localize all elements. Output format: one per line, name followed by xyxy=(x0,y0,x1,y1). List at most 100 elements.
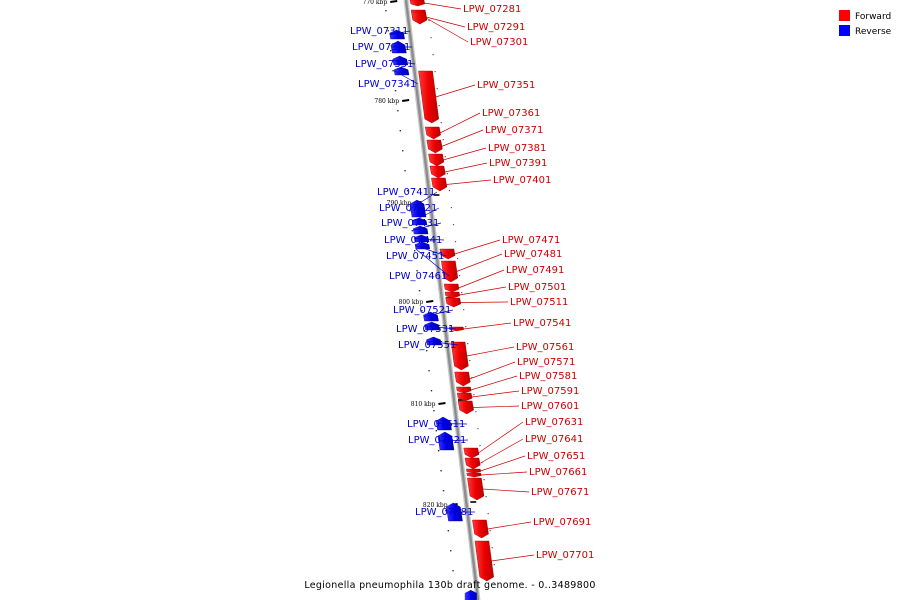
minor-tick xyxy=(459,275,461,277)
gene-label-connector xyxy=(479,438,524,464)
gene-feature-forward xyxy=(448,326,464,332)
minor-tick xyxy=(421,310,423,312)
gene-label-connector xyxy=(478,421,524,454)
gene-label-connector xyxy=(480,471,528,476)
gene-label-connector xyxy=(425,17,469,43)
gene-label-connector xyxy=(446,179,492,185)
gene-feature-reverse xyxy=(392,55,409,66)
gene-feature-forward xyxy=(411,11,428,25)
gene-feature-forward xyxy=(466,468,481,474)
minor-tick xyxy=(406,190,409,192)
gene-label: LPW_07491 xyxy=(506,265,564,276)
gene-feature-reverse xyxy=(412,225,429,235)
minor-tick xyxy=(392,70,394,72)
gene-label: LPW_07451 xyxy=(386,251,444,262)
minor-tick xyxy=(387,30,389,32)
minor-tick xyxy=(463,309,465,311)
gene-feature-reverse xyxy=(414,241,431,250)
gene-label-connector xyxy=(390,30,411,35)
gene-label-connector xyxy=(459,286,507,296)
minor-tick xyxy=(404,170,406,172)
minor-tick xyxy=(450,207,453,209)
minor-tick xyxy=(456,258,459,260)
minor-tick xyxy=(477,428,479,430)
gene-label-connector xyxy=(415,245,447,257)
minor-tick xyxy=(471,377,473,379)
gene-label: LPW_07631 xyxy=(525,417,583,428)
minor-tick xyxy=(442,139,444,141)
scale-tick-label: 780 kbp xyxy=(374,98,399,105)
gene-label-connector xyxy=(472,405,520,408)
gene-feature-forward xyxy=(409,0,425,7)
minor-tick xyxy=(411,230,413,232)
minor-tick xyxy=(428,370,430,372)
gene-label-connector xyxy=(487,521,532,530)
gene-feature-reverse xyxy=(464,590,477,600)
gene-feature-forward xyxy=(445,297,462,308)
minor-tick xyxy=(385,10,387,12)
minor-tick xyxy=(430,390,433,392)
gene-label: LPW_07401 xyxy=(493,175,551,186)
gene-label: LPW_07701 xyxy=(536,550,594,561)
gene-label: LPW_07681 xyxy=(415,507,473,518)
gene-label: LPW_07691 xyxy=(533,517,591,528)
gene-feature-forward xyxy=(456,392,473,402)
scale-tick-label: 790 kbp xyxy=(387,200,412,207)
legend-swatch-forward xyxy=(839,10,850,21)
gene-labels: LPW_07281 LPW_07291 LPW_07301 LPW_07311 LPW_… xyxy=(350,2,594,562)
minor-tick xyxy=(473,394,475,396)
minor-tick xyxy=(444,156,446,158)
gene-feature-forward xyxy=(425,126,441,140)
gene-label: LPW_07501 xyxy=(508,282,566,293)
gene-feature-forward xyxy=(474,540,494,582)
legend-label-reverse: Reverse xyxy=(855,27,892,37)
minor-tick xyxy=(440,470,442,472)
minor-tick xyxy=(438,105,440,107)
minor-tick xyxy=(438,450,440,452)
minor-tick xyxy=(461,292,463,294)
gene-label-connector xyxy=(454,239,501,255)
gene-label: LPW_07481 xyxy=(504,249,562,260)
gene-label-connector xyxy=(425,325,457,330)
scale-tick-label: 800 kbp xyxy=(399,299,424,306)
minor-tick xyxy=(434,71,436,73)
minor-tick xyxy=(428,20,430,22)
gene-label-connector xyxy=(471,390,520,398)
gene-label-connector xyxy=(439,112,481,134)
gene-label: LPW_07551 xyxy=(398,340,456,351)
gene-label-connector xyxy=(470,375,518,391)
genome-caption: Legionella pneumophila 130b draft genome… xyxy=(304,580,595,591)
gene-label: LPW_07381 xyxy=(488,143,546,154)
legend-swatch-reverse xyxy=(839,25,850,36)
gene-feature-forward xyxy=(456,386,472,394)
gene-feature-forward xyxy=(464,457,481,470)
gene-label: LPW_07311 xyxy=(350,26,408,37)
gene-feature-forward xyxy=(441,260,459,283)
gene-label-connector xyxy=(463,322,512,330)
gene-label: LPW_07521 xyxy=(393,305,451,316)
scale-ticks: 770 kbp 780 kbp 790 kbp 800 kbp 810 kbp 820 k… xyxy=(363,0,495,572)
minor-tick xyxy=(445,510,447,512)
gene-feature-reverse xyxy=(424,321,440,331)
gene-label: LPW_07561 xyxy=(516,342,574,353)
gene-label-connector xyxy=(482,488,530,493)
minor-tick xyxy=(440,122,442,124)
minor-tick xyxy=(454,241,457,243)
minor-tick xyxy=(481,462,483,464)
gene-label-connector xyxy=(435,84,476,98)
gene-label: LPW_07391 xyxy=(489,158,547,169)
backbone-line xyxy=(404,0,480,600)
minor-tick xyxy=(465,326,467,328)
minor-tick xyxy=(433,410,435,412)
gene-label-connector xyxy=(436,423,468,425)
gene-label: LPW_07471 xyxy=(502,235,560,246)
gene-label: LPW_07431 xyxy=(381,218,439,229)
minor-tick xyxy=(397,110,399,112)
gene-label-connector xyxy=(460,301,509,303)
gene-label: LPW_07581 xyxy=(519,371,577,382)
gene-label-connector xyxy=(394,70,419,85)
scale-tick-label: 810 kbp xyxy=(411,401,436,408)
minor-tick xyxy=(485,496,487,498)
gene-label: LPW_07621 xyxy=(408,435,466,446)
